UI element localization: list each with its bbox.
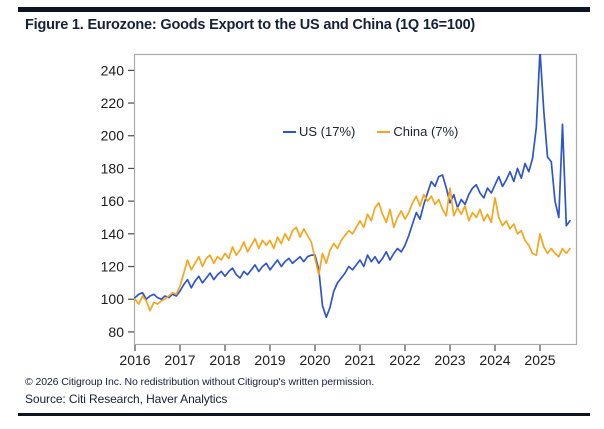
figure-title: Figure 1. Eurozone: Goods Export to the … [25, 17, 476, 33]
svg-text:2024: 2024 [479, 352, 510, 368]
legend-china-label: China (7%) [393, 124, 459, 139]
svg-text:2020: 2020 [299, 352, 330, 368]
svg-text:220: 220 [101, 95, 125, 111]
source-note: Source: Citi Research, Haver Analytics [25, 392, 228, 406]
svg-text:140: 140 [101, 226, 125, 242]
svg-text:2022: 2022 [389, 352, 420, 368]
svg-text:100: 100 [101, 291, 125, 307]
svg-text:2017: 2017 [164, 352, 195, 368]
legend-item-china: China (7%) [377, 124, 458, 139]
copyright-note: © 2026 Citigroup Inc. No redistribution … [25, 376, 375, 388]
svg-text:2021: 2021 [344, 352, 375, 368]
svg-text:160: 160 [101, 193, 125, 209]
svg-text:180: 180 [101, 160, 125, 176]
svg-text:2023: 2023 [434, 352, 465, 368]
svg-text:120: 120 [101, 259, 125, 275]
top-divider [18, 7, 590, 12]
svg-text:2016: 2016 [119, 352, 150, 368]
chart-canvas: 80 100 120 140 160 180 200 220 240 2016 2017 2018 20… [101, 53, 578, 368]
svg-text:200: 200 [101, 128, 125, 144]
line-chart: 80 100 120 140 160 180 200 220 240 2016 2017 2018 20… [0, 44, 604, 374]
svg-text:2019: 2019 [254, 352, 285, 368]
china-line-swatch [377, 130, 391, 133]
svg-text:80: 80 [108, 324, 124, 340]
legend-item-us: US (17%) [283, 124, 355, 139]
svg-text:240: 240 [101, 62, 125, 78]
legend-us-label: US (17%) [299, 124, 356, 139]
bottom-divider [18, 413, 590, 416]
us-line-swatch [283, 130, 296, 133]
svg-text:2025: 2025 [524, 352, 555, 368]
chart-legend: US (17%) China (7%) [283, 124, 458, 139]
svg-text:2018: 2018 [209, 352, 240, 368]
